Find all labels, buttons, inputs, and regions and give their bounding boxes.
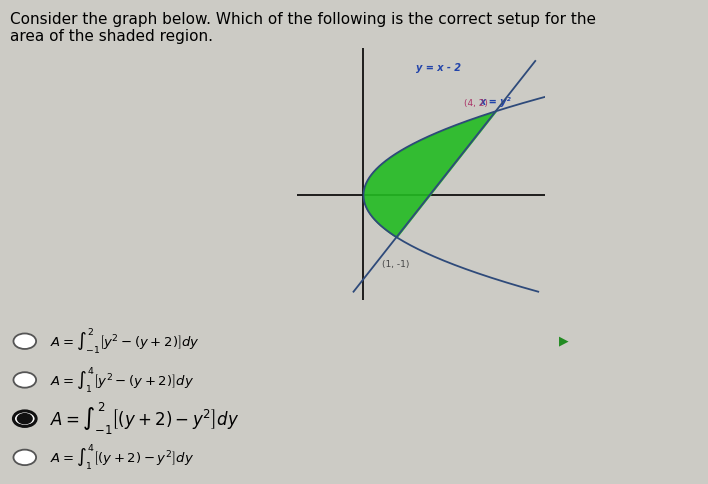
Text: (4, 2): (4, 2): [464, 99, 488, 108]
Text: $A = \int_{-1}^{2} \left[(y+2) - y^2\right] dy$: $A = \int_{-1}^{2} \left[(y+2) - y^2\rig…: [50, 401, 239, 437]
Text: ▶: ▶: [559, 335, 569, 348]
Text: (1, -1): (1, -1): [382, 260, 409, 269]
Text: $A = \int_{1}^{4} \left[y^2 - (y+2)\right] dy$: $A = \int_{1}^{4} \left[y^2 - (y+2)\righ…: [50, 365, 193, 395]
Text: $A = \int_{1}^{4} \left[(y+2) - y^2\right] dy$: $A = \int_{1}^{4} \left[(y+2) - y^2\righ…: [50, 442, 193, 472]
Text: $A = \int_{-1}^{2} \left[y^2 - (y+2)\right] dy$: $A = \int_{-1}^{2} \left[y^2 - (y+2)\rig…: [50, 326, 200, 356]
Text: y = x - 2: y = x - 2: [416, 63, 462, 73]
Text: x = y²: x = y²: [479, 97, 511, 106]
Text: Consider the graph below. Which of the following is the correct setup for the
ar: Consider the graph below. Which of the f…: [10, 12, 596, 45]
